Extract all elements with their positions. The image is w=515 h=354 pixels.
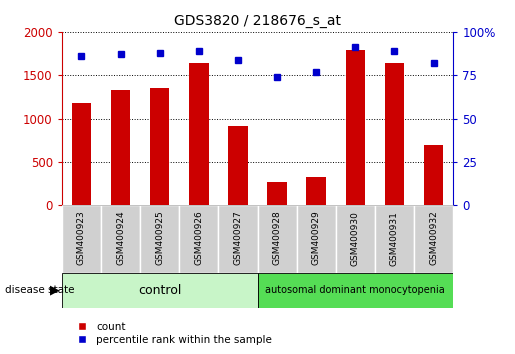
Bar — [62, 205, 101, 273]
Bar — [385, 63, 404, 205]
Bar — [258, 205, 297, 273]
Legend: count, percentile rank within the sample: count, percentile rank within the sample — [67, 317, 276, 349]
Bar — [111, 90, 130, 205]
Text: GSM400928: GSM400928 — [272, 211, 282, 266]
Bar — [414, 205, 453, 273]
Text: GSM400930: GSM400930 — [351, 211, 360, 266]
Bar — [306, 177, 326, 205]
Bar — [424, 144, 443, 205]
Text: GSM400926: GSM400926 — [194, 211, 203, 266]
Title: GDS3820 / 218676_s_at: GDS3820 / 218676_s_at — [174, 14, 341, 28]
Bar — [375, 205, 414, 273]
Text: GSM400925: GSM400925 — [155, 211, 164, 266]
Bar — [150, 88, 169, 205]
Text: GSM400923: GSM400923 — [77, 211, 86, 266]
Text: GSM400927: GSM400927 — [233, 211, 243, 266]
Bar — [179, 205, 218, 273]
Text: autosomal dominant monocytopenia: autosomal dominant monocytopenia — [265, 285, 445, 295]
Bar — [62, 273, 258, 308]
Bar — [258, 273, 453, 308]
Text: GSM400924: GSM400924 — [116, 211, 125, 266]
Bar — [218, 205, 258, 273]
Bar — [228, 126, 248, 205]
Bar — [297, 205, 336, 273]
Bar — [346, 50, 365, 205]
Bar — [72, 103, 91, 205]
Bar — [140, 205, 179, 273]
Text: disease state: disease state — [5, 285, 78, 295]
Bar — [189, 63, 209, 205]
Bar — [101, 205, 140, 273]
Text: ▶: ▶ — [49, 284, 59, 297]
Bar — [336, 205, 375, 273]
Text: GSM400929: GSM400929 — [312, 211, 321, 266]
Bar — [267, 182, 287, 205]
Text: GSM400931: GSM400931 — [390, 211, 399, 266]
Text: control: control — [138, 284, 181, 297]
Text: GSM400932: GSM400932 — [429, 211, 438, 266]
